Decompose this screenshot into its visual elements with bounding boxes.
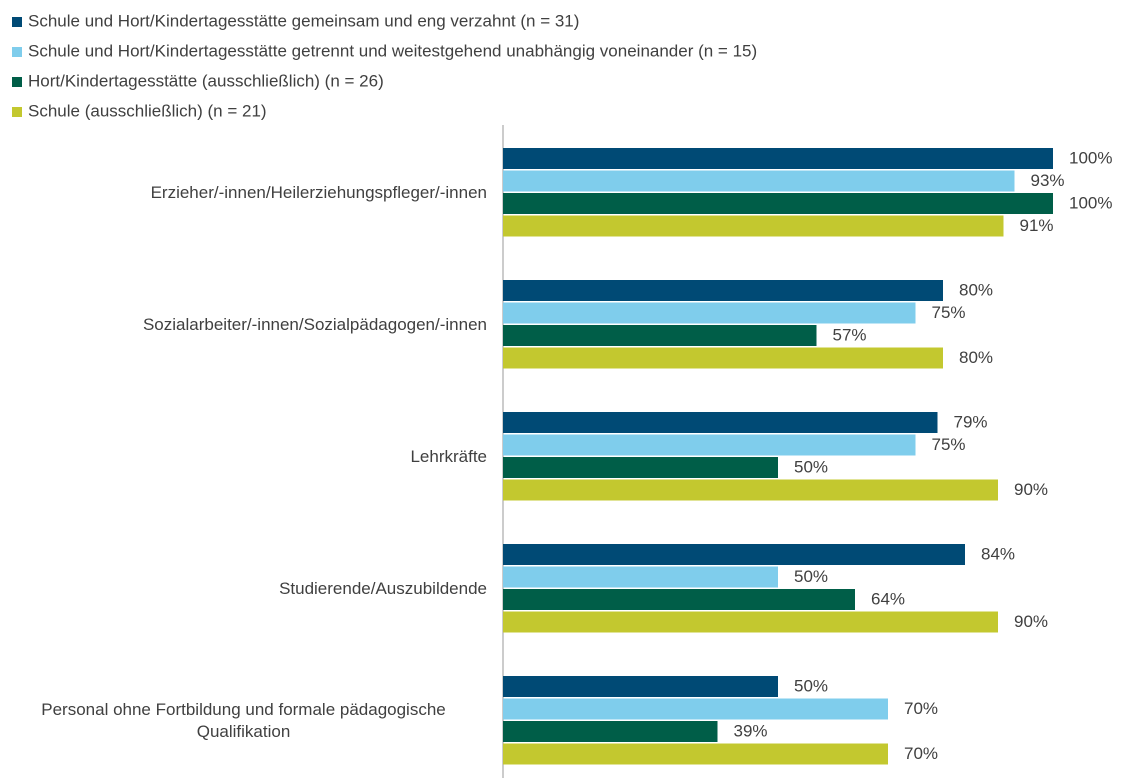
bar — [503, 170, 1015, 192]
legend-label: Schule und Hort/Kindertagesstätte gemein… — [28, 11, 579, 30]
value-label: 79% — [954, 412, 988, 431]
value-label: 80% — [959, 348, 993, 367]
bar — [503, 544, 965, 565]
legend-swatch — [12, 77, 22, 87]
category-label: Sozialarbeiter/-innen/Sozialpädagogen/-i… — [142, 315, 487, 334]
bar — [503, 434, 916, 456]
bar — [503, 325, 817, 346]
legend-label: Schule und Hort/Kindertagesstätte getren… — [28, 41, 757, 60]
legend-label: Hort/Kindertagesstätte (ausschließlich) … — [28, 71, 384, 90]
bar — [503, 193, 1053, 214]
value-label: 75% — [932, 435, 966, 454]
bar — [503, 412, 938, 433]
value-label: 64% — [871, 589, 905, 608]
bar — [503, 676, 778, 697]
bar — [503, 302, 916, 324]
category-label: Lehrkräfte — [410, 447, 487, 466]
value-label: 90% — [1014, 480, 1048, 499]
bar — [503, 148, 1053, 169]
value-label: 80% — [959, 280, 993, 299]
bar — [503, 215, 1004, 237]
bar — [503, 457, 778, 478]
value-label: 91% — [1020, 216, 1054, 235]
legend-swatch — [12, 107, 22, 117]
category-label: Erzieher/-innen/Heilerziehungspfleger/-i… — [150, 183, 487, 202]
bar — [503, 589, 855, 610]
bar — [503, 280, 943, 301]
value-label: 100% — [1069, 148, 1112, 167]
value-label: 39% — [734, 721, 768, 740]
bar — [503, 721, 718, 742]
value-label: 70% — [904, 744, 938, 763]
category-label: Personal ohne Fortbildung und formale pä… — [41, 700, 446, 741]
legend-swatch — [12, 17, 22, 27]
bar — [503, 698, 888, 720]
value-label: 84% — [981, 544, 1015, 563]
value-label: 50% — [794, 676, 828, 695]
bar — [503, 743, 888, 765]
value-label: 93% — [1031, 171, 1065, 190]
bar — [503, 566, 778, 588]
value-label: 50% — [794, 567, 828, 586]
bar — [503, 347, 943, 369]
value-label: 70% — [904, 699, 938, 718]
legend-label: Schule (ausschließlich) (n = 21) — [28, 101, 267, 120]
value-label: 50% — [794, 457, 828, 476]
legend-swatch — [12, 47, 22, 57]
bar — [503, 611, 998, 633]
bar — [503, 479, 998, 501]
value-label: 90% — [1014, 612, 1048, 631]
value-label: 57% — [833, 325, 867, 344]
value-label: 100% — [1069, 193, 1112, 212]
category-label: Studierende/Auszubildende — [279, 579, 487, 598]
value-label: 75% — [932, 303, 966, 322]
